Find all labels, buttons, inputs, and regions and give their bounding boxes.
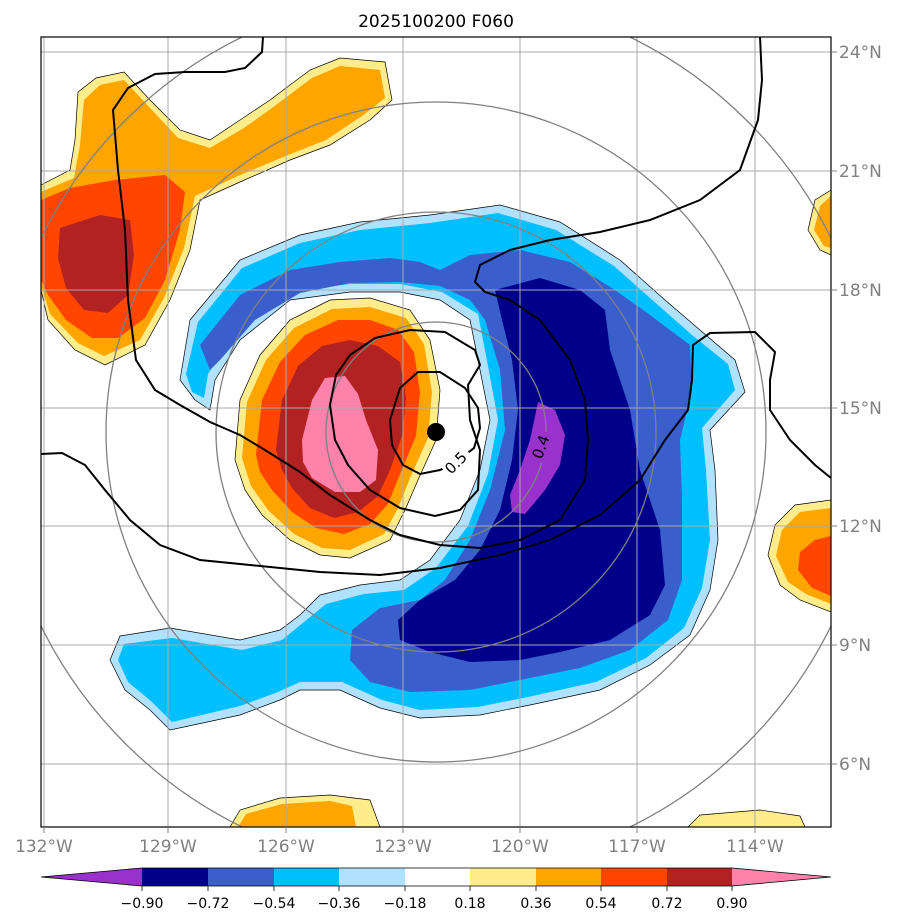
colorbar-extend-min xyxy=(41,868,142,886)
south-warm-anomalies xyxy=(229,794,806,827)
colorbar-ticks xyxy=(141,886,733,891)
contour-label-halo xyxy=(526,428,554,463)
colorbar-label: 0.90 xyxy=(716,896,747,912)
colorbar-segment xyxy=(667,868,732,886)
lat-label: 18°N xyxy=(839,281,882,301)
lon-label: 132°W xyxy=(15,837,73,857)
lat-label: 9°N xyxy=(839,636,871,656)
colorbar-segment xyxy=(274,868,339,886)
colorbar-label: −0.36 xyxy=(318,896,361,912)
lat-label: 21°N xyxy=(839,162,882,182)
contour-label-halo xyxy=(439,444,473,478)
lon-label: 120°W xyxy=(491,837,549,857)
lat-label: 6°N xyxy=(839,755,871,775)
colorbar-label: −0.54 xyxy=(253,896,296,912)
colorbar-label: −0.18 xyxy=(384,896,427,912)
lat-label: 24°N xyxy=(839,43,882,63)
colorbar-extend-max xyxy=(732,868,831,886)
colorbar-label: 0.54 xyxy=(585,896,616,912)
lon-label: 129°W xyxy=(139,837,197,857)
lat-lon-grid xyxy=(41,37,831,827)
colorbar-segment xyxy=(208,868,274,886)
colorbar-label: 0.18 xyxy=(454,896,485,912)
map-area: 0.5 0.4 xyxy=(41,37,831,827)
chart-title: 2025100200 F060 xyxy=(358,12,514,32)
lat-tick-labels: 24°N 21°N 18°N 15°N 12°N 9°N 6°N xyxy=(839,43,882,775)
lon-label: 117°W xyxy=(608,837,666,857)
lat-label: 15°N xyxy=(839,399,882,419)
lon-label: 126°W xyxy=(257,837,315,857)
colorbar-label: 0.36 xyxy=(520,896,551,912)
colorbar-segment xyxy=(536,868,601,886)
colorbar-labels: −0.90 −0.72 −0.54 −0.36 −0.18 0.18 0.36 … xyxy=(121,896,748,912)
negative-anomaly-swirl xyxy=(109,204,746,731)
colorbar-label: 0.72 xyxy=(651,896,682,912)
colorbar-label: −0.72 xyxy=(187,896,230,912)
lon-label: 123°W xyxy=(374,837,432,857)
colorbar-segment xyxy=(339,868,405,886)
lon-label: 114°W xyxy=(726,837,784,857)
lat-label: 12°N xyxy=(839,517,882,537)
storm-center-marker xyxy=(427,423,445,441)
colorbar-segment xyxy=(601,868,667,886)
contour-lines xyxy=(41,37,831,577)
colorbar-label: −0.90 xyxy=(121,896,164,912)
map-frame xyxy=(40,36,832,828)
lon-tick-marks xyxy=(43,827,756,833)
colorbar-segment xyxy=(142,868,208,886)
lon-tick-labels: 132°W 129°W 126°W 123°W 120°W 117°W 114°… xyxy=(15,837,784,857)
colorbar-segment xyxy=(470,868,536,886)
lat-tick-marks xyxy=(831,51,837,765)
colorbar: −0.90 −0.72 −0.54 −0.36 −0.18 0.18 0.36 … xyxy=(40,867,832,912)
colorbar-segment xyxy=(405,868,470,886)
